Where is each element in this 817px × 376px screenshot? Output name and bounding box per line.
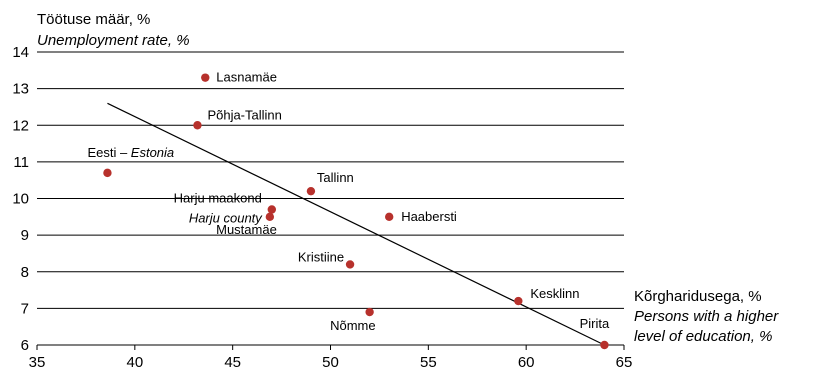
point-label-harju-county: Harju county [189, 210, 263, 225]
data-point-haabersti [385, 212, 394, 222]
x-tick-label-45: 45 [224, 354, 241, 371]
data-point-kristiine [345, 260, 355, 269]
y-axis: 6 7 8 9 10 11 12 13 14 [12, 44, 29, 354]
data-point-pirita [600, 340, 609, 350]
x-tick-label-60: 60 [518, 354, 535, 371]
point-label-harju-maakond: Harju maakond [174, 190, 262, 205]
data-point-lasnamäe [201, 73, 210, 82]
y-tick-label-8: 8 [21, 264, 29, 281]
gridlines [37, 51, 624, 309]
point-label-lasnamäe: Lasnamäe [216, 70, 277, 85]
trendline [107, 102, 605, 346]
y-tick-label-14: 14 [12, 44, 29, 61]
point-labels: Lasnamäe Põhja-Tallinn Eesti – Estonia Tall… [87, 70, 610, 333]
point-label-haabersti: Haabersti [401, 209, 457, 224]
point-label-põhja-tallinn: Põhja-Tallinn [207, 107, 281, 122]
point-label-pirita: Pirita [580, 316, 610, 331]
point-label-tallinn: Tallinn [317, 170, 354, 185]
y-tick-label-10: 10 [12, 191, 29, 208]
point-label-kesklinn: Kesklinn [530, 286, 579, 301]
y-tick-label-9: 9 [21, 227, 29, 244]
y-tick-label-12: 12 [12, 117, 29, 134]
y-tick-label-6: 6 [21, 337, 29, 354]
point-label-eesti: Eesti – Estonia [87, 145, 174, 160]
x-axis-title-en-line1: Persons with a higher [634, 308, 779, 325]
y-tick-label-13: 13 [12, 81, 29, 98]
x-tick-label-35: 35 [29, 354, 46, 371]
data-point-kesklinn [514, 296, 523, 306]
point-label-nõmme: Nõmme [330, 318, 376, 333]
data-points [103, 73, 609, 350]
trendline-group [107, 102, 605, 346]
data-point-tallinn [306, 186, 316, 196]
data-point-harju-maakond [267, 205, 276, 214]
x-tick-label-40: 40 [126, 354, 143, 371]
x-tick-label-65: 65 [616, 354, 633, 371]
data-point-eesti [103, 168, 112, 178]
x-tick-label-55: 55 [420, 354, 437, 371]
data-point-mustamäe [265, 212, 275, 222]
y-axis-title: Töötuse määr, % [37, 11, 150, 28]
x-axis: 35 40 45 50 55 60 65 [29, 344, 633, 371]
x-axis-title: Kõrgharidusega, % [634, 288, 762, 305]
y-axis-title-en: Unemployment rate, % [37, 32, 190, 49]
y-tick-label-7: 7 [21, 300, 29, 317]
data-point-nõmme [365, 307, 374, 317]
x-axis-title-en-line2: level of education, % [634, 328, 772, 345]
point-label-mustamäe: Mustamäe [216, 222, 277, 237]
y-tick-label-11: 11 [13, 154, 29, 171]
x-tick-label-50: 50 [322, 354, 339, 371]
point-label-kristiine: Kristiine [298, 249, 344, 264]
data-point-põhja-tallinn [193, 121, 202, 130]
